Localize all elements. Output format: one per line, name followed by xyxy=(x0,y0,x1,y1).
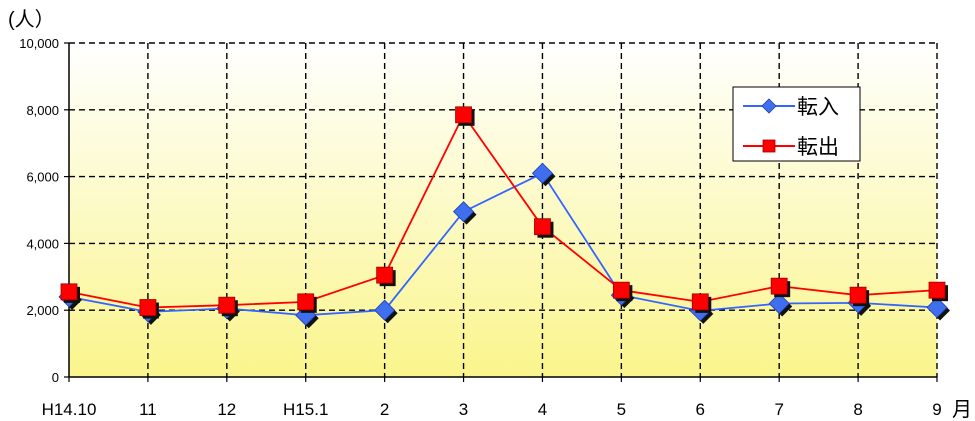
y-axis-label: (人） xyxy=(8,8,55,31)
data-series xyxy=(58,106,950,329)
y-tick-label-4: 8,000 xyxy=(26,103,59,118)
y-tick-label-0: 0 xyxy=(52,370,59,385)
legend-label-in: 転入 xyxy=(797,95,839,119)
legend-marker-out xyxy=(762,139,776,153)
y-tick-label-5: 10,000 xyxy=(19,36,59,51)
x-tick-label-7: 5 xyxy=(617,400,626,419)
x-tick-label-5: 3 xyxy=(459,400,468,419)
x-tick-label-6: 4 xyxy=(538,400,547,419)
y-tick-label-3: 6,000 xyxy=(26,170,59,185)
x-tick-label-0: H14.10 xyxy=(42,400,97,419)
series-line-0 xyxy=(68,172,938,317)
data-point xyxy=(849,286,867,304)
data-point xyxy=(297,293,315,311)
y-tick-labels: 0 2,000 4,000 6,000 8,000 10,000 xyxy=(19,36,59,385)
data-point xyxy=(612,281,630,299)
data-point xyxy=(770,277,788,295)
y-tick-label-1: 2,000 xyxy=(26,303,59,318)
x-axis-unit-label: 月 xyxy=(952,399,972,421)
x-tick-label-2: 12 xyxy=(217,400,236,419)
data-point xyxy=(455,106,472,124)
data-point xyxy=(534,218,551,236)
data-point xyxy=(139,299,157,316)
data-point xyxy=(926,296,948,319)
y-tick-label-2: 4,000 xyxy=(26,236,59,251)
axes xyxy=(64,42,938,382)
data-point xyxy=(531,162,554,184)
legend: 転入 転出 xyxy=(732,86,861,162)
data-point xyxy=(452,201,475,223)
legend-box xyxy=(732,86,861,162)
legend-marker-in xyxy=(761,98,777,114)
data-point xyxy=(60,283,78,301)
legend-label-out: 転出 xyxy=(797,135,839,159)
data-point xyxy=(218,296,236,314)
data-point xyxy=(691,293,709,311)
x-tick-label-11: 9 xyxy=(932,400,941,419)
data-point xyxy=(376,266,394,284)
x-tick-label-4: 2 xyxy=(380,400,389,419)
data-point xyxy=(768,292,790,315)
x-tick-label-9: 7 xyxy=(774,400,783,419)
data-point xyxy=(374,299,396,321)
series-1 xyxy=(60,106,948,319)
x-tick-label-10: 8 xyxy=(853,400,862,419)
x-tick-label-1: 11 xyxy=(139,400,157,419)
x-tick-labels: H14.10 11 12 H15.1 2 3 4 5 6 7 8 9 xyxy=(42,400,942,419)
data-point xyxy=(928,281,946,299)
series-line-1 xyxy=(68,113,938,309)
x-tick-label-3: H15.1 xyxy=(283,400,328,419)
x-tick-label-8: 6 xyxy=(696,400,705,419)
